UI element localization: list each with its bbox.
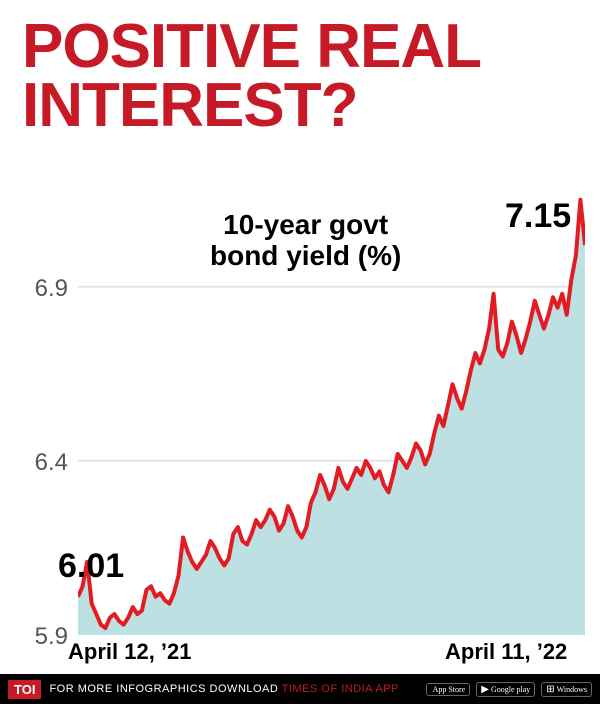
infographic-container: POSITIVE REAL INTEREST? 10-year govt bon… — [0, 0, 600, 704]
x-axis-tick-start: April 12, ’21 — [68, 639, 192, 665]
x-axis-tick-end: April 11, ’22 — [445, 639, 567, 665]
app-store-badge: App Store — [426, 683, 471, 696]
footer-text: FOR MORE INFOGRAPHICS DOWNLOAD TIMES OF … — [49, 683, 398, 695]
y-axis-tick: 6.9 — [18, 275, 68, 303]
footer-highlight: TIMES OF INDIA APP — [282, 683, 399, 695]
start-value-label: 6.01 — [58, 547, 124, 586]
footer-prefix: FOR MORE INFOGRAPHICS DOWNLOAD — [49, 683, 281, 695]
y-axis-tick: 6.4 — [18, 449, 68, 477]
headline-title: POSITIVE REAL INTEREST? — [22, 18, 600, 136]
footer-bar: TOI FOR MORE INFOGRAPHICS DOWNLOAD TIMES… — [0, 674, 600, 704]
toi-badge: TOI — [8, 680, 41, 699]
google-play-badge: ▶Google play — [476, 682, 535, 697]
windows-icon: ⊞ — [546, 684, 554, 695]
end-value-label: 7.15 — [505, 197, 571, 236]
play-icon: ▶ — [481, 684, 489, 695]
y-axis-tick: 5.9 — [18, 623, 68, 651]
windows-store-badge: ⊞Windows — [541, 682, 592, 697]
